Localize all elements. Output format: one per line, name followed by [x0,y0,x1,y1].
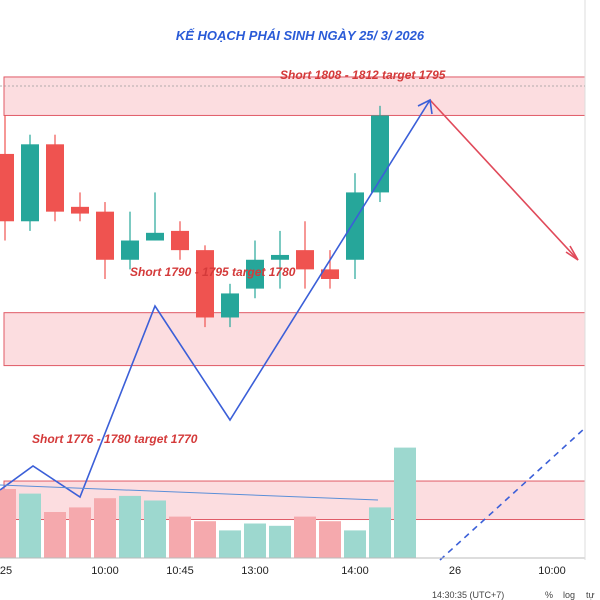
zone-label-2: Short 1790 - 1795 target 1780 [130,265,296,279]
volume-bar [319,521,341,558]
candle-body [221,293,239,318]
candle-body [71,206,89,214]
candle-body [96,211,114,260]
volume-bar [19,493,41,558]
volume-layer [0,447,416,558]
scenario-path-down [429,99,579,261]
candle-body [46,144,64,212]
x-tick-0: 25 [0,565,13,577]
zone-box-1 [3,76,586,116]
chart-title: KẾ HOẠCH PHÁI SINH NGÀY 25/ 3/ 2026 [175,28,425,43]
candle-body [271,254,289,260]
volume-bar [344,530,366,558]
volume-bar [269,525,291,558]
arrowhead-down [565,245,579,261]
volume-bar [244,523,266,558]
zone-box-2 [3,312,586,367]
candle-body [121,240,139,260]
x-tick-3: 13:00 [241,565,269,577]
auto-toggle[interactable]: tự [586,590,595,600]
volume-bar [219,530,241,558]
volume-bar [44,512,66,558]
volume-bar [394,447,416,558]
scenario-path-up [0,99,431,499]
candle-body [196,250,214,318]
zone-box-3 [3,480,586,521]
x-tick-1: 10:00 [91,565,119,577]
candles-layer [0,105,389,328]
candle-body [321,269,339,279]
volume-bar [0,489,16,558]
volume-bar [169,516,191,558]
x-tick-6: 10:00 [538,565,566,577]
volume-bar [294,516,316,558]
candle-body [171,230,189,251]
candle-body [296,250,314,270]
x-tick-4: 14:00 [341,565,369,577]
volume-trend-line [0,484,379,501]
zone-label-3: Short 1776 - 1780 target 1770 [32,432,198,446]
volume-bar [194,521,216,558]
volume-bar [369,507,391,558]
candle-body [21,144,39,222]
volume-bar [69,507,91,558]
volume-bar [144,500,166,558]
clock-readout[interactable]: 14:30:35 (UTC+7) [432,590,505,600]
x-tick-5: 26 [448,565,462,577]
log-toggle[interactable]: log [563,590,576,600]
x-tick-2: 10:45 [166,565,194,577]
arrowhead-up [417,98,433,115]
zone-label-1: Short 1808 - 1812 target 1795 [280,68,446,82]
percent-toggle[interactable]: % [545,590,554,600]
scenario-paths-layer [0,98,586,561]
zones-layer [3,76,586,521]
volume-bar [119,495,141,558]
candle-body [0,153,14,222]
candle-body [146,232,164,241]
candle-body [246,259,264,289]
volume-bar [94,498,116,558]
candle-body [346,192,364,260]
